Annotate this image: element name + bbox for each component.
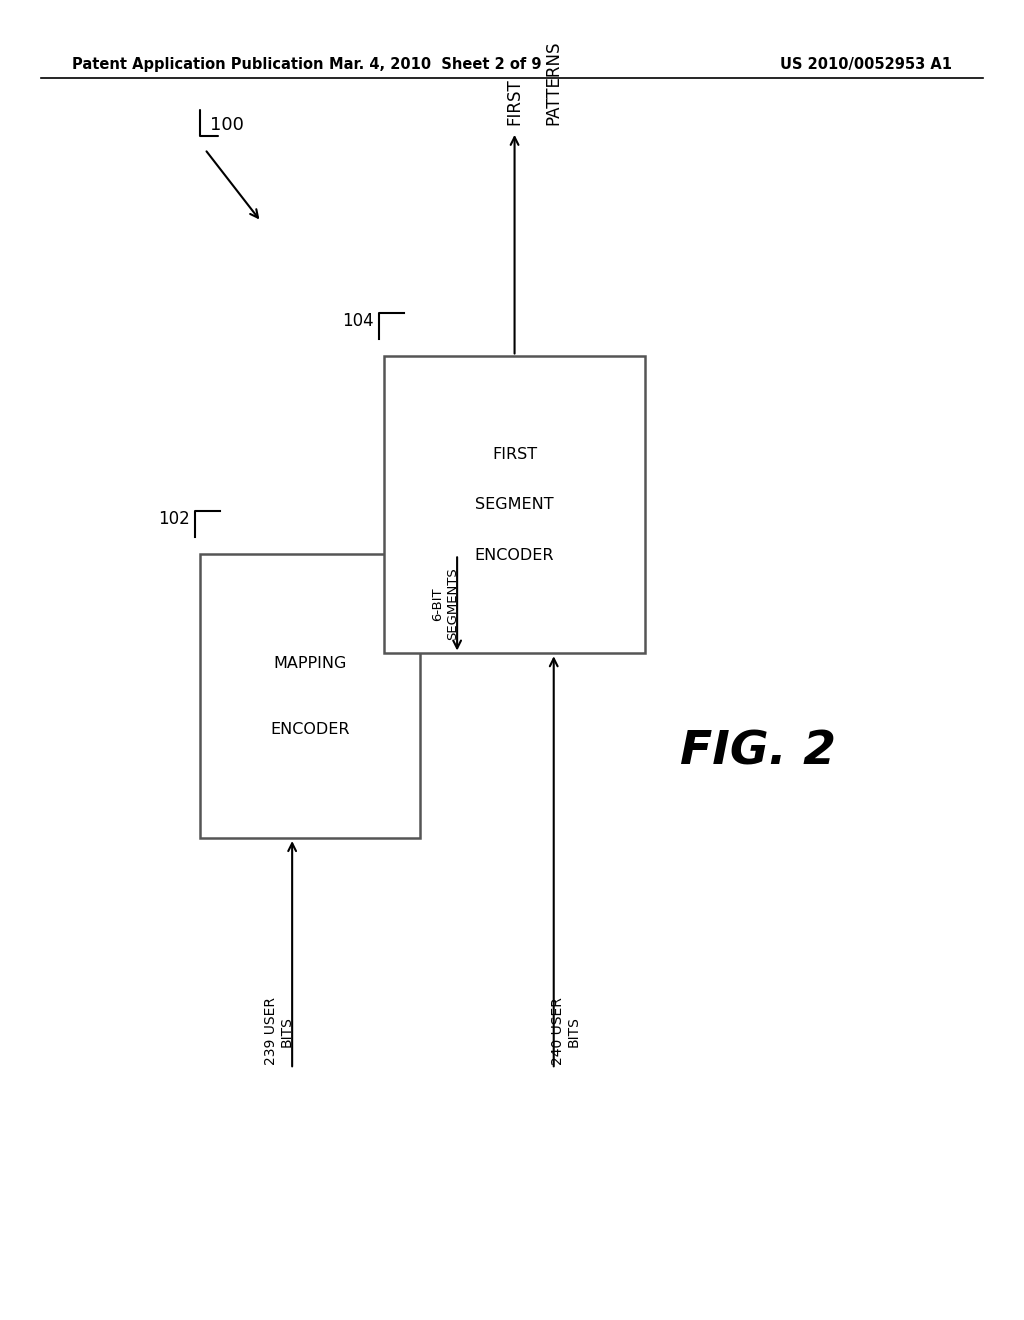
Bar (200, 554, 420, 838)
Text: 100: 100 (210, 116, 244, 135)
Text: FIRST: FIRST (492, 447, 538, 462)
Text: PATTERNS: PATTERNS (545, 41, 562, 125)
Text: 6-BIT
SEGMENTS: 6-BIT SEGMENTS (431, 568, 459, 640)
Text: MAPPING: MAPPING (273, 656, 346, 671)
Text: FIG. 2: FIG. 2 (680, 730, 836, 775)
Text: 240 USER
BITS: 240 USER BITS (551, 998, 581, 1065)
Bar (384, 356, 645, 653)
Text: ENCODER: ENCODER (475, 548, 554, 562)
Text: SEGMENT: SEGMENT (475, 498, 554, 512)
Text: 104: 104 (342, 312, 374, 330)
Text: Mar. 4, 2010  Sheet 2 of 9: Mar. 4, 2010 Sheet 2 of 9 (329, 57, 542, 71)
Text: FIRST: FIRST (506, 79, 523, 125)
Text: US 2010/0052953 A1: US 2010/0052953 A1 (780, 57, 952, 71)
Text: Patent Application Publication: Patent Application Publication (72, 57, 324, 71)
Text: ENCODER: ENCODER (270, 722, 349, 737)
Text: 102: 102 (158, 510, 189, 528)
Text: 239 USER
BITS: 239 USER BITS (264, 997, 294, 1065)
